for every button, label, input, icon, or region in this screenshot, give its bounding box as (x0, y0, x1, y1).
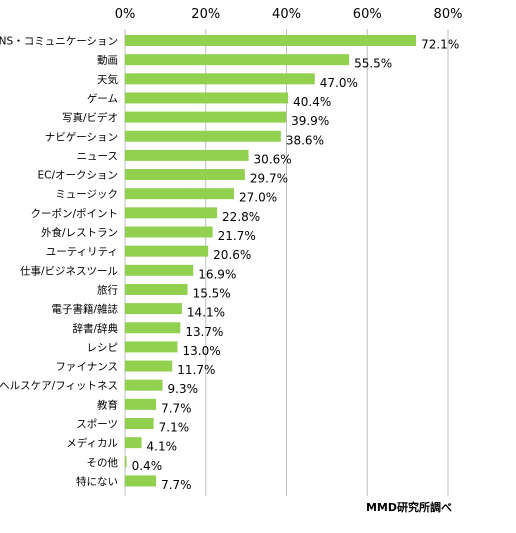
category-label: その他 (87, 456, 119, 469)
bar (125, 188, 235, 200)
value-label: 21.7% (218, 229, 256, 243)
x-tick-label: 60% (353, 7, 382, 22)
bars (125, 35, 417, 487)
bar (125, 303, 182, 315)
value-label: 13.0% (182, 344, 220, 358)
category-label: 動画 (97, 54, 118, 67)
category-label: 旅行 (97, 283, 118, 296)
value-label: 15.5% (193, 286, 231, 300)
value-label: 27.0% (239, 191, 277, 205)
bar (125, 264, 194, 276)
category-label: SNS・コミュニケーション (0, 36, 118, 48)
category-label: クーポン/ポイント (30, 208, 118, 220)
bar (125, 283, 188, 295)
category-label: メディカル (66, 437, 118, 450)
x-tick-label: 0% (115, 7, 136, 22)
x-tick-label: 40% (272, 7, 301, 22)
value-label: 11.7% (177, 363, 215, 377)
value-label: 39.9% (291, 114, 329, 128)
category-label: 辞書/辞典 (72, 322, 118, 335)
bar (125, 456, 127, 468)
source-note: MMD研究所調べ (365, 501, 452, 514)
bar (125, 35, 417, 46)
category-label: 外食/レストラン (41, 226, 118, 239)
category-label: ヘルスケア/フィットネス (0, 380, 118, 392)
bar (125, 398, 157, 410)
category-label: 電子書籍/雑誌 (51, 303, 118, 316)
bar (125, 379, 163, 391)
x-tick-label: 80% (434, 7, 463, 22)
value-label: 29.7% (250, 172, 288, 186)
bar (125, 54, 350, 66)
bar (125, 360, 173, 372)
category-label: 特にない (76, 476, 118, 488)
value-label: 38.6% (286, 133, 324, 147)
x-tick-label: 20% (191, 7, 220, 22)
category-label: レシピ (87, 342, 119, 354)
bar (125, 437, 142, 449)
bar (125, 475, 157, 487)
value-label: 7.1% (159, 421, 190, 435)
value-label: 13.7% (185, 325, 223, 339)
bar (125, 73, 315, 85)
bar (125, 207, 218, 219)
value-label: 40.4% (293, 95, 331, 109)
value-label: 30.6% (254, 152, 292, 166)
bar (125, 226, 213, 238)
value-label: 14.1% (187, 306, 225, 320)
category-label: ゲーム (87, 93, 118, 105)
bar (125, 245, 209, 257)
value-label: 72.1% (421, 38, 459, 52)
bar (125, 418, 154, 429)
category-label: ミュージック (55, 189, 118, 201)
category-label: EC/オークション (37, 170, 118, 182)
category-label: ナビゲーション (45, 131, 118, 143)
value-label: 7.7% (161, 478, 192, 492)
category-label: ニュース (77, 150, 118, 162)
value-label: 9.3% (168, 382, 199, 396)
value-label: 7.7% (161, 401, 192, 415)
bar (125, 169, 245, 181)
category-label: ユーティリティ (46, 246, 118, 258)
bar (125, 322, 181, 334)
category-label: スポーツ (76, 419, 118, 431)
value-label: 55.5% (354, 57, 392, 71)
bar (125, 130, 281, 142)
category-label: 仕事/ビジネスツール (20, 264, 118, 277)
value-label: 0.4% (132, 459, 163, 473)
value-labels: 72.1% 55.5% 47.0% 40.4% 39.9% 38.6% 30.6% 29.7%… (132, 38, 460, 492)
bar (125, 92, 289, 104)
category-label: ファイナンス (55, 361, 118, 373)
category-label: 天気 (97, 73, 118, 86)
bar (125, 341, 178, 353)
value-label: 20.6% (213, 248, 251, 262)
category-label: 写真/ビデオ (62, 111, 118, 124)
value-label: 4.1% (147, 440, 178, 454)
bar (125, 149, 249, 161)
value-label: 16.9% (198, 267, 236, 281)
value-label: 22.8% (222, 210, 260, 224)
x-axis-ticks: 0% 20% 40% 60% 80% (115, 7, 463, 22)
category-label: 教育 (97, 398, 118, 411)
bar (125, 111, 287, 123)
value-label: 47.0% (320, 76, 358, 90)
